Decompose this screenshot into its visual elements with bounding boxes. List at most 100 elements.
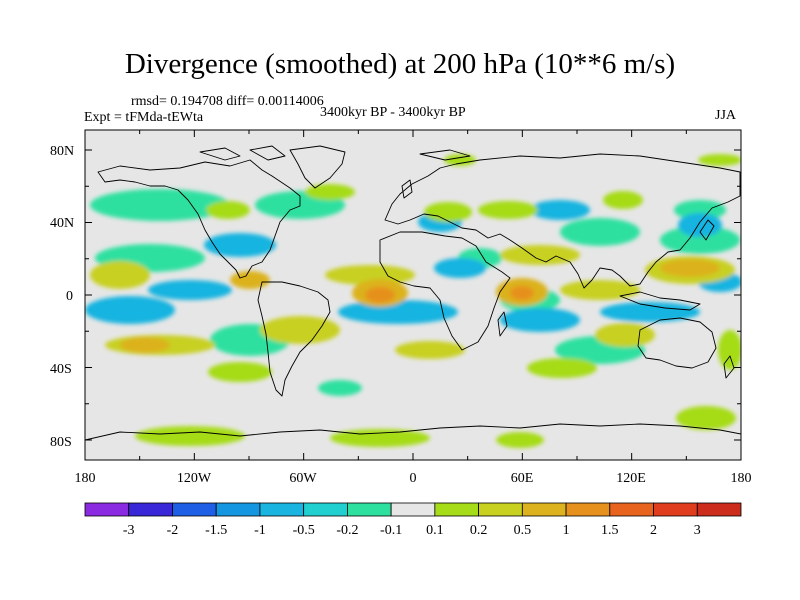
colorbar-swatch	[609, 502, 654, 517]
contour-region	[85, 296, 175, 324]
colorbar-label: 1	[563, 523, 570, 538]
x-tick-label: 0	[410, 471, 417, 486]
contour-region	[660, 226, 740, 254]
contour-region	[305, 184, 355, 200]
contour-region	[90, 261, 150, 289]
stats-line: rmsd= 0.194708 diff= 0.00114006	[131, 94, 324, 109]
colorbar-swatch	[434, 502, 480, 517]
contour-region	[206, 201, 250, 219]
contour-region	[676, 406, 736, 430]
x-tick-label: 60W	[289, 471, 317, 486]
axis-ticks	[84, 130, 742, 460]
y-tick-label: 80S	[50, 435, 72, 450]
coast-arctic-islands	[199, 145, 471, 161]
colorbar-label: 1.5	[601, 523, 619, 538]
contour-region	[560, 280, 640, 300]
colorbar-label: 0.5	[514, 523, 532, 538]
colorbar-label: -2	[167, 523, 179, 538]
contour-region	[260, 316, 340, 344]
colorbar-swatch	[303, 502, 348, 517]
coast-south-america	[257, 281, 331, 397]
contour-region	[330, 429, 430, 447]
coast-australia	[637, 317, 717, 369]
contour-region	[338, 300, 458, 324]
contour-region	[603, 191, 643, 209]
map-title: Divergence (smoothed) at 200 hPa (10**6 …	[124, 48, 676, 80]
colorbar-label: -0.5	[293, 523, 315, 538]
colorbar-swatch	[653, 502, 698, 517]
coast-uk	[401, 179, 413, 199]
contour-region	[395, 341, 465, 359]
experiment-label: Expt = tFMda-tEWta	[84, 110, 204, 125]
colorbar-swatch	[172, 502, 217, 517]
contour-region	[560, 218, 640, 246]
coast-eurasia	[384, 153, 741, 289]
colorbar-swatch	[390, 502, 436, 517]
contour-region	[678, 213, 722, 237]
y-tick-label: 80N	[50, 144, 74, 159]
colorbar-label: -1	[254, 523, 266, 538]
contour-region	[660, 259, 720, 277]
colorbar-label: 2	[650, 523, 657, 538]
contour-region	[500, 308, 580, 332]
colorbar-swatch	[346, 502, 392, 517]
contour-region	[698, 154, 741, 166]
coast-antarctica	[85, 423, 741, 441]
x-tick-label: 180	[75, 471, 96, 486]
colorbar-swatch	[128, 502, 173, 517]
colorbar-label: -3	[123, 523, 135, 538]
coast-north-america	[97, 159, 301, 279]
x-tick-label: 120E	[616, 471, 646, 486]
contour-region	[444, 154, 476, 166]
colorbar-swatch	[565, 502, 611, 517]
colorbar-swatch	[521, 502, 567, 517]
coast-madagascar	[497, 311, 508, 337]
contour-region	[500, 245, 580, 265]
contour-region	[434, 258, 486, 278]
colorbar-label: 0.1	[426, 523, 444, 538]
contour-region	[510, 286, 534, 300]
coast-greenland	[289, 145, 346, 189]
colorbar: -3 -2 -1.5 -1 -0.5 -0.2 -0.1 0.1 0.2 0.5 1 1.5 2 3	[84, 502, 742, 538]
coast-indonesia	[619, 291, 701, 311]
x-tick-label: 120W	[177, 471, 212, 486]
contour-region	[674, 200, 726, 220]
period-label: 3400kyr BP - 3400kyr BP	[320, 105, 466, 120]
coastlines	[85, 145, 741, 441]
contour-region	[148, 280, 232, 300]
contour-region	[478, 201, 538, 219]
contour-region	[527, 358, 597, 378]
contour-region	[318, 380, 362, 396]
contour-fill-layer	[85, 154, 741, 448]
colorbar-label: -0.1	[380, 523, 402, 538]
contour-region	[90, 189, 230, 221]
colorbar-swatch	[478, 502, 523, 517]
contour-region	[496, 432, 544, 448]
colorbar-swatch	[215, 502, 261, 517]
contour-region	[120, 337, 170, 353]
colorbar-label: -1.5	[205, 523, 227, 538]
colorbar-swatch	[259, 502, 305, 517]
coast-africa	[379, 231, 511, 351]
contour-region	[208, 362, 272, 382]
contour-region	[365, 287, 395, 303]
coast-japan	[699, 219, 715, 241]
x-tick-label: 180	[731, 471, 752, 486]
colorbar-swatch	[696, 502, 742, 517]
colorbar-label: 0.2	[470, 523, 488, 538]
contour-region	[204, 233, 276, 257]
contour-region	[600, 302, 700, 322]
contour-region	[135, 426, 245, 446]
contour-region	[230, 271, 270, 289]
colorbar-swatch	[84, 502, 130, 517]
season-label: JJA	[715, 108, 737, 123]
x-tick-label: 60E	[511, 471, 534, 486]
contour-region	[718, 330, 741, 370]
y-tick-label: 0	[66, 289, 73, 304]
contour-region	[530, 200, 590, 220]
y-tick-label: 40N	[50, 216, 74, 231]
colorbar-label: 3	[694, 523, 701, 538]
contour-region	[424, 202, 472, 222]
contour-region	[325, 265, 415, 285]
